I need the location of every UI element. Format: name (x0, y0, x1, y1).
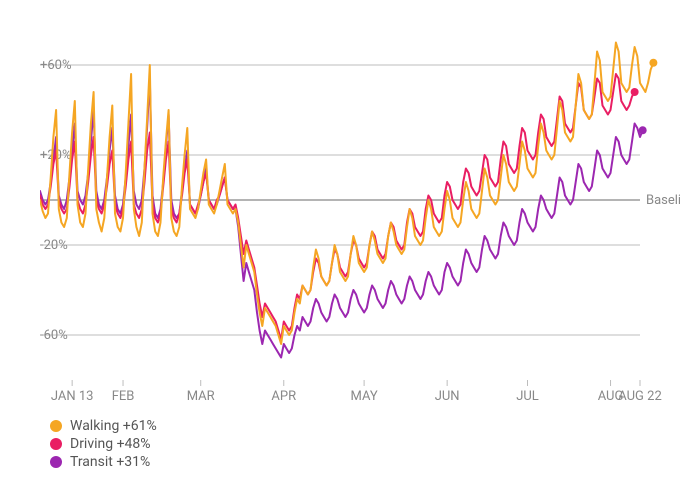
legend-item-transit: Transit +31% (50, 454, 650, 470)
legend-dot-driving (50, 438, 62, 450)
end-marker-walking (649, 59, 657, 67)
x-tick-label: JUL (516, 389, 539, 404)
x-tick-label: FEB (112, 389, 135, 404)
end-marker-driving (631, 88, 639, 96)
legend-label-walking: Walking +61% (70, 418, 157, 434)
series-transit (40, 79, 643, 358)
y-tick-label: -20% (40, 238, 68, 253)
line-chart-svg: -60%-20%+20%+60%BaselineJAN 13FEBMARAPRM… (40, 20, 680, 410)
y-tick-label: +60% (40, 58, 72, 73)
x-tick-label: JAN 13 (51, 389, 94, 404)
baseline-label: Baseline (646, 193, 680, 208)
series-walking (40, 43, 653, 345)
legend-item-walking: Walking +61% (50, 418, 650, 434)
legend: Walking +61% Driving +48% Transit +31% (40, 410, 650, 470)
legend-dot-walking (50, 420, 62, 432)
legend-label-transit: Transit +31% (70, 454, 150, 470)
y-tick-label: -60% (40, 328, 68, 343)
x-tick-label: MAR (187, 389, 215, 404)
mobility-chart: -60%-20%+20%+60%BaselineJAN 13FEBMARAPRM… (0, 0, 680, 502)
x-tick-label: MAY (351, 389, 378, 404)
x-tick-label: JUN (435, 389, 460, 404)
x-tick-label: APR (271, 389, 296, 404)
legend-dot-transit (50, 456, 62, 468)
end-marker-transit (639, 126, 647, 134)
x-tick-label: AUG 22 (618, 389, 662, 404)
legend-item-driving: Driving +48% (50, 436, 650, 452)
legend-label-driving: Driving +48% (70, 436, 151, 452)
